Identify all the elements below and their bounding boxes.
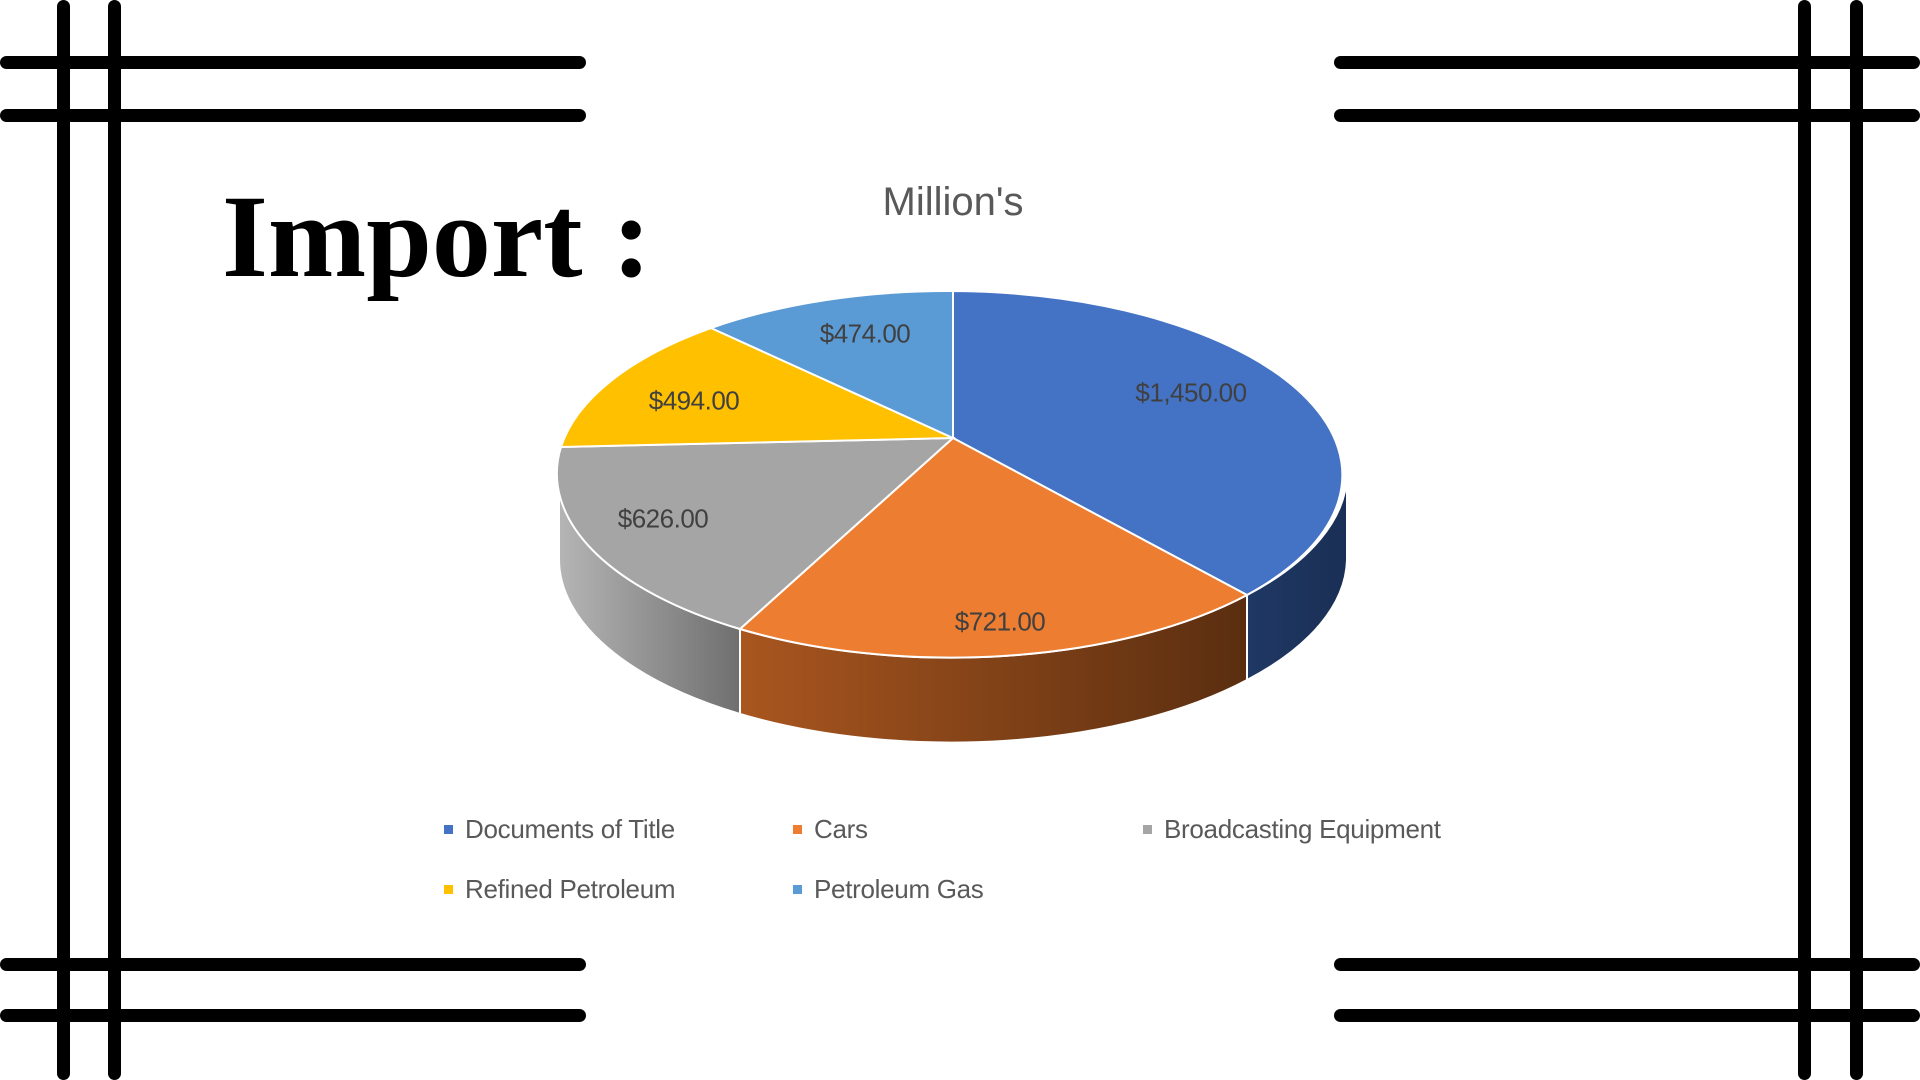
frame-line (0, 958, 586, 971)
pie-slice-petroleum-gas[interactable] (708, 289, 954, 440)
legend-swatch-icon (1143, 825, 1152, 834)
legend-label: Refined Petroleum (465, 874, 676, 904)
data-label-refined-petroleum: $494.00 (648, 385, 740, 416)
frame-line (1334, 109, 1920, 122)
frame-line (0, 56, 586, 69)
frame-line (1850, 0, 1863, 1080)
pie-slice-refined-petroleum[interactable] (559, 326, 954, 449)
data-label-broadcasting-equipment: $626.00 (617, 503, 709, 534)
pie-slice-cars[interactable] (737, 436, 1250, 659)
pie-side-documents (1246, 474, 1348, 682)
frame-line (1798, 0, 1811, 1080)
frame-line (1334, 56, 1920, 69)
pie-slice-documents-of-title[interactable] (952, 289, 1344, 597)
frame-line (108, 0, 121, 1080)
legend-swatch-icon (444, 825, 453, 834)
frame-line (57, 0, 70, 1080)
legend-label: Petroleum Gas (814, 874, 984, 904)
frame-line (1334, 1009, 1920, 1022)
chart-title-text: Million's (882, 180, 1024, 224)
chart-title: Million's (0, 182, 1920, 222)
legend-swatch-icon (793, 885, 802, 894)
data-label-documents-of-title: $1,450.00 (1135, 377, 1247, 408)
legend-item-cars[interactable]: Cars (793, 814, 868, 845)
pie-slice-broadcasting-equipment[interactable] (555, 436, 956, 631)
legend-label: Cars (814, 814, 868, 844)
legend-label: Documents of Title (465, 814, 675, 844)
slide-heading: Import : (222, 171, 652, 302)
legend-item-petroleum-gas[interactable]: Petroleum Gas (793, 874, 984, 905)
frame-line (0, 1009, 586, 1022)
frame-line (0, 109, 586, 122)
legend-item-refined-petroleum[interactable]: Refined Petroleum (444, 874, 676, 905)
legend-swatch-icon (444, 885, 453, 894)
legend-swatch-icon (793, 825, 802, 834)
data-label-cars: $721.00 (954, 606, 1046, 637)
legend-item-broadcasting-equipment[interactable]: Broadcasting Equipment (1143, 814, 1441, 845)
legend-label: Broadcasting Equipment (1164, 814, 1441, 844)
frame-line (1334, 958, 1920, 971)
legend-item-documents-of-title[interactable]: Documents of Title (444, 814, 675, 845)
data-label-petroleum-gas: $474.00 (819, 318, 911, 349)
